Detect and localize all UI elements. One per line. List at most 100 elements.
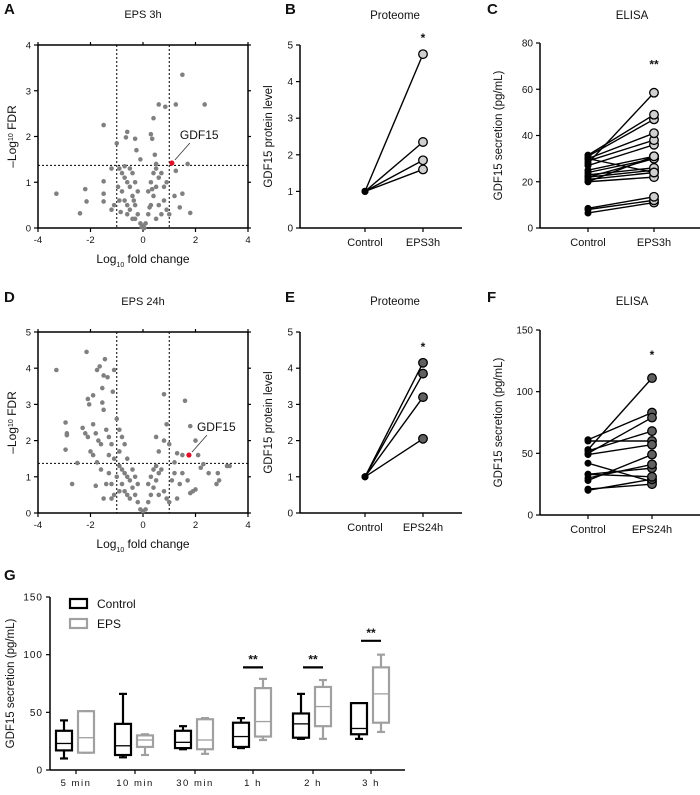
- pair-line: [587, 114, 655, 156]
- pair-line: [364, 141, 424, 192]
- data-point: [109, 207, 114, 212]
- control-point: [584, 486, 592, 494]
- legend-label-control: Control: [97, 597, 136, 611]
- data-point: [187, 210, 193, 216]
- pair-line: [587, 444, 653, 456]
- data-point: [130, 193, 135, 199]
- data-point: [132, 474, 138, 480]
- eps-box-0: [76, 710, 96, 754]
- data-point: [127, 478, 133, 483]
- data-point: [172, 470, 177, 476]
- data-point: [161, 198, 167, 203]
- data-point: [169, 478, 175, 483]
- data-point: [82, 186, 88, 192]
- data-point: [130, 170, 135, 176]
- data-point: [122, 163, 127, 169]
- control-point: [361, 473, 369, 481]
- box: [195, 718, 215, 751]
- data-point: [193, 438, 198, 443]
- x-tick-label: 4: [245, 520, 250, 531]
- data-point: [124, 202, 130, 208]
- data-point: [54, 367, 59, 373]
- treatment-point: [649, 87, 659, 98]
- data-point: [153, 184, 159, 190]
- pair-line: [364, 396, 424, 478]
- pair-line: [364, 53, 424, 192]
- y-tick-label: 100: [23, 650, 43, 661]
- x-tick-label: 0: [140, 235, 145, 246]
- y-tick-label: 60: [522, 85, 534, 96]
- control-box-5: [349, 702, 369, 740]
- data-point: [101, 122, 106, 128]
- data-point: [119, 189, 125, 194]
- data-point: [187, 423, 193, 429]
- x-tick-label: 2 h: [304, 778, 322, 789]
- pair-line: [364, 362, 424, 478]
- data-point: [139, 224, 144, 230]
- control-box-3: [231, 716, 251, 750]
- data-point: [159, 467, 164, 472]
- data-point: [149, 186, 155, 192]
- gdf15-label: GDF15: [197, 420, 236, 434]
- pair-line: [587, 199, 655, 211]
- y-tick-label: 1: [26, 472, 31, 483]
- data-point: [135, 211, 141, 217]
- data-point: [135, 189, 141, 194]
- data-point: [119, 481, 125, 487]
- y-tick-label: 4: [287, 364, 293, 375]
- treatment-point: [647, 373, 657, 384]
- data-point: [69, 481, 75, 487]
- x-tick-label: EPS3h: [406, 237, 440, 249]
- chart-title: ELISA: [616, 10, 649, 22]
- data-point: [145, 499, 151, 505]
- treatment-point: [418, 368, 428, 379]
- data-point: [117, 427, 122, 433]
- x-tick-label: 30 min: [176, 778, 214, 789]
- data-point: [161, 184, 167, 190]
- pair-line: [587, 478, 653, 492]
- data-point: [75, 460, 80, 466]
- data-point: [164, 496, 169, 501]
- significance-marker: **: [649, 58, 659, 72]
- data-point: [159, 170, 164, 176]
- data-point: [93, 483, 99, 489]
- control-point: [584, 204, 592, 212]
- eps-box-3: [253, 677, 273, 742]
- data-point: [166, 499, 172, 505]
- pair-line: [587, 155, 655, 171]
- data-point: [151, 115, 156, 121]
- data-point: [161, 438, 167, 443]
- data-point: [84, 199, 89, 204]
- chart-title: Proteome: [370, 10, 420, 22]
- pair-line: [587, 462, 653, 483]
- pair-line: [587, 201, 655, 214]
- panel-label-f: F: [487, 289, 496, 306]
- y-tick-label: 0: [26, 509, 31, 520]
- data-point: [84, 349, 89, 355]
- data-point: [85, 434, 91, 440]
- data-point: [174, 496, 180, 501]
- panel-label-d: D: [4, 289, 15, 306]
- eps-box-4: [313, 678, 333, 740]
- data-point: [88, 449, 93, 454]
- y-tick-label: 0: [36, 766, 43, 777]
- data-point: [82, 431, 88, 436]
- data-point: [117, 166, 122, 171]
- control-point: [584, 451, 592, 459]
- data-point: [153, 161, 159, 167]
- y-tick-label: 3: [287, 114, 293, 125]
- y-tick-label: 2: [26, 436, 31, 447]
- data-point: [124, 179, 130, 185]
- data-point: [156, 449, 162, 454]
- data-point: [124, 492, 130, 498]
- data-point: [180, 191, 185, 196]
- data-point: [119, 170, 125, 176]
- data-point: [106, 452, 112, 458]
- legend-swatch-control: [68, 597, 89, 610]
- data-point: [153, 216, 159, 222]
- data-point: [156, 470, 162, 476]
- data-point: [98, 467, 104, 472]
- y-tick-label: 150: [516, 326, 533, 337]
- data-point: [114, 416, 120, 422]
